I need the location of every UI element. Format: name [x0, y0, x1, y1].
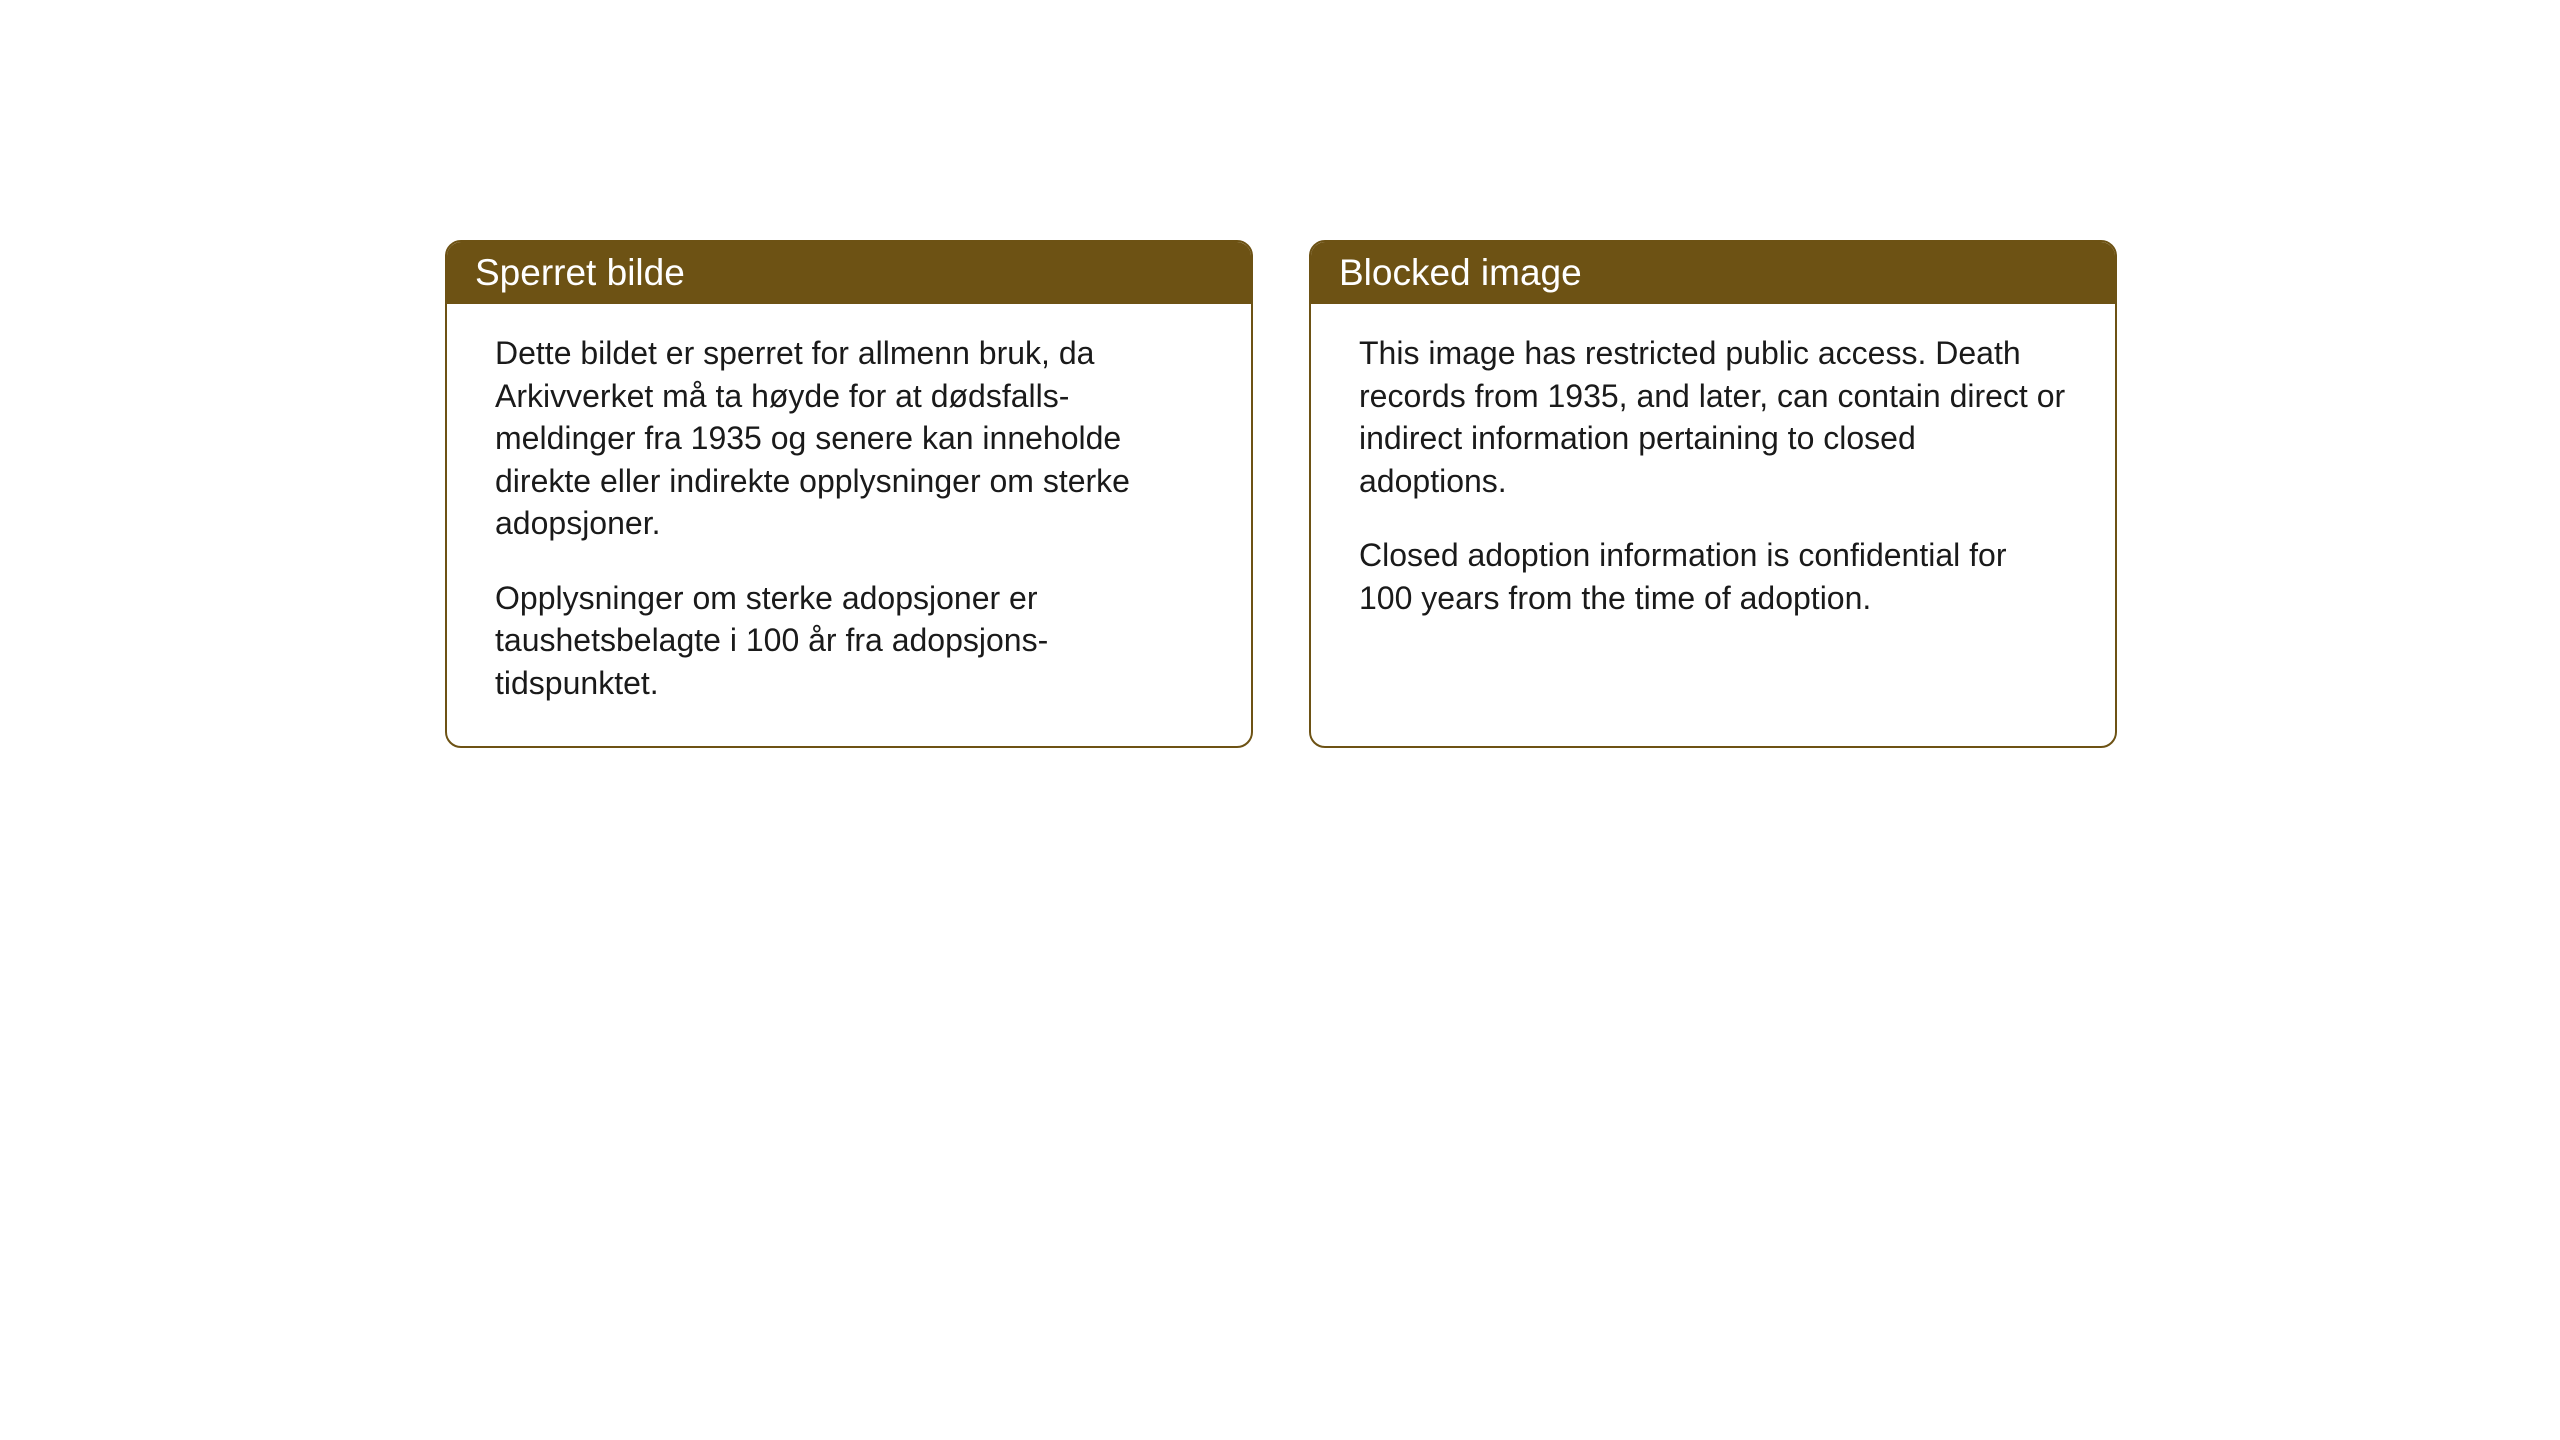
english-paragraph-2: Closed adoption information is confident… [1359, 534, 2067, 619]
english-paragraph-1: This image has restricted public access.… [1359, 332, 2067, 502]
english-card-title: Blocked image [1339, 252, 1582, 293]
cards-container: Sperret bilde Dette bildet er sperret fo… [445, 240, 2117, 748]
norwegian-card-body: Dette bildet er sperret for allmenn bruk… [447, 304, 1251, 746]
norwegian-paragraph-2: Opplysninger om sterke adopsjoner er tau… [495, 577, 1203, 705]
english-card: Blocked image This image has restricted … [1309, 240, 2117, 748]
english-card-header: Blocked image [1311, 242, 2115, 304]
norwegian-paragraph-1: Dette bildet er sperret for allmenn bruk… [495, 332, 1203, 545]
norwegian-card-header: Sperret bilde [447, 242, 1251, 304]
norwegian-card-title: Sperret bilde [475, 252, 685, 293]
norwegian-card: Sperret bilde Dette bildet er sperret fo… [445, 240, 1253, 748]
english-card-body: This image has restricted public access.… [1311, 304, 2115, 661]
